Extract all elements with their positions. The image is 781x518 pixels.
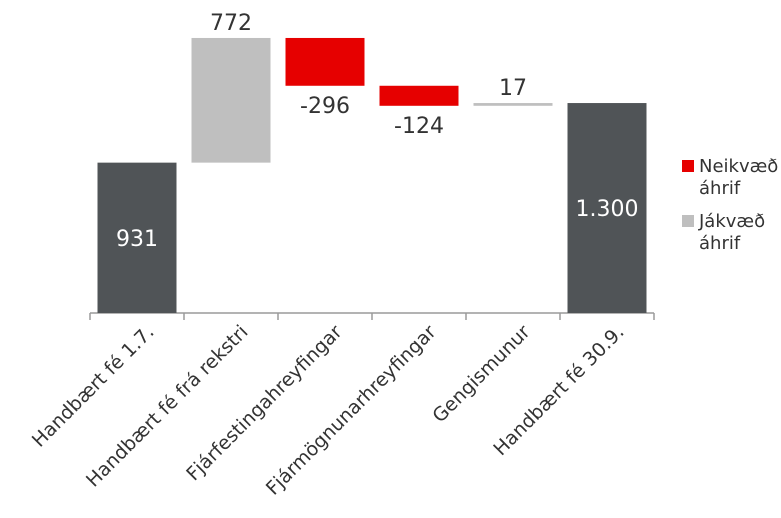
bar-value-label-2: -296 bbox=[300, 94, 350, 119]
bar-5 bbox=[567, 103, 647, 313]
legend-swatch-positive bbox=[682, 215, 694, 227]
legend-label-positive: Jákvæð bbox=[698, 211, 765, 232]
category-label-2: Fjárfestingahreyfingar bbox=[182, 321, 346, 485]
legend-label-positive: áhrif bbox=[699, 233, 741, 254]
legend-label-negative: Neikvæð bbox=[699, 156, 778, 177]
bar-value-label-5: 1.300 bbox=[576, 197, 639, 222]
bar-value-label-4: 17 bbox=[499, 76, 527, 101]
bar-value-label-1: 772 bbox=[210, 11, 252, 36]
bar-2 bbox=[285, 37, 365, 86]
bar-value-label-3: -124 bbox=[394, 114, 444, 139]
legend-swatch-negative bbox=[682, 160, 694, 172]
bar-4 bbox=[473, 103, 553, 106]
bar-1 bbox=[191, 37, 271, 163]
legend-label-negative: áhrif bbox=[699, 178, 741, 199]
category-label-4: Gengismunur bbox=[428, 321, 534, 427]
bar-0 bbox=[97, 162, 177, 313]
category-label-1: Handbært fé frá rekstri bbox=[82, 321, 253, 492]
category-label-3: Fjármögnunarhreyfingar bbox=[262, 321, 441, 500]
bar-3 bbox=[379, 85, 459, 106]
bar-value-label-0: 931 bbox=[116, 227, 158, 252]
